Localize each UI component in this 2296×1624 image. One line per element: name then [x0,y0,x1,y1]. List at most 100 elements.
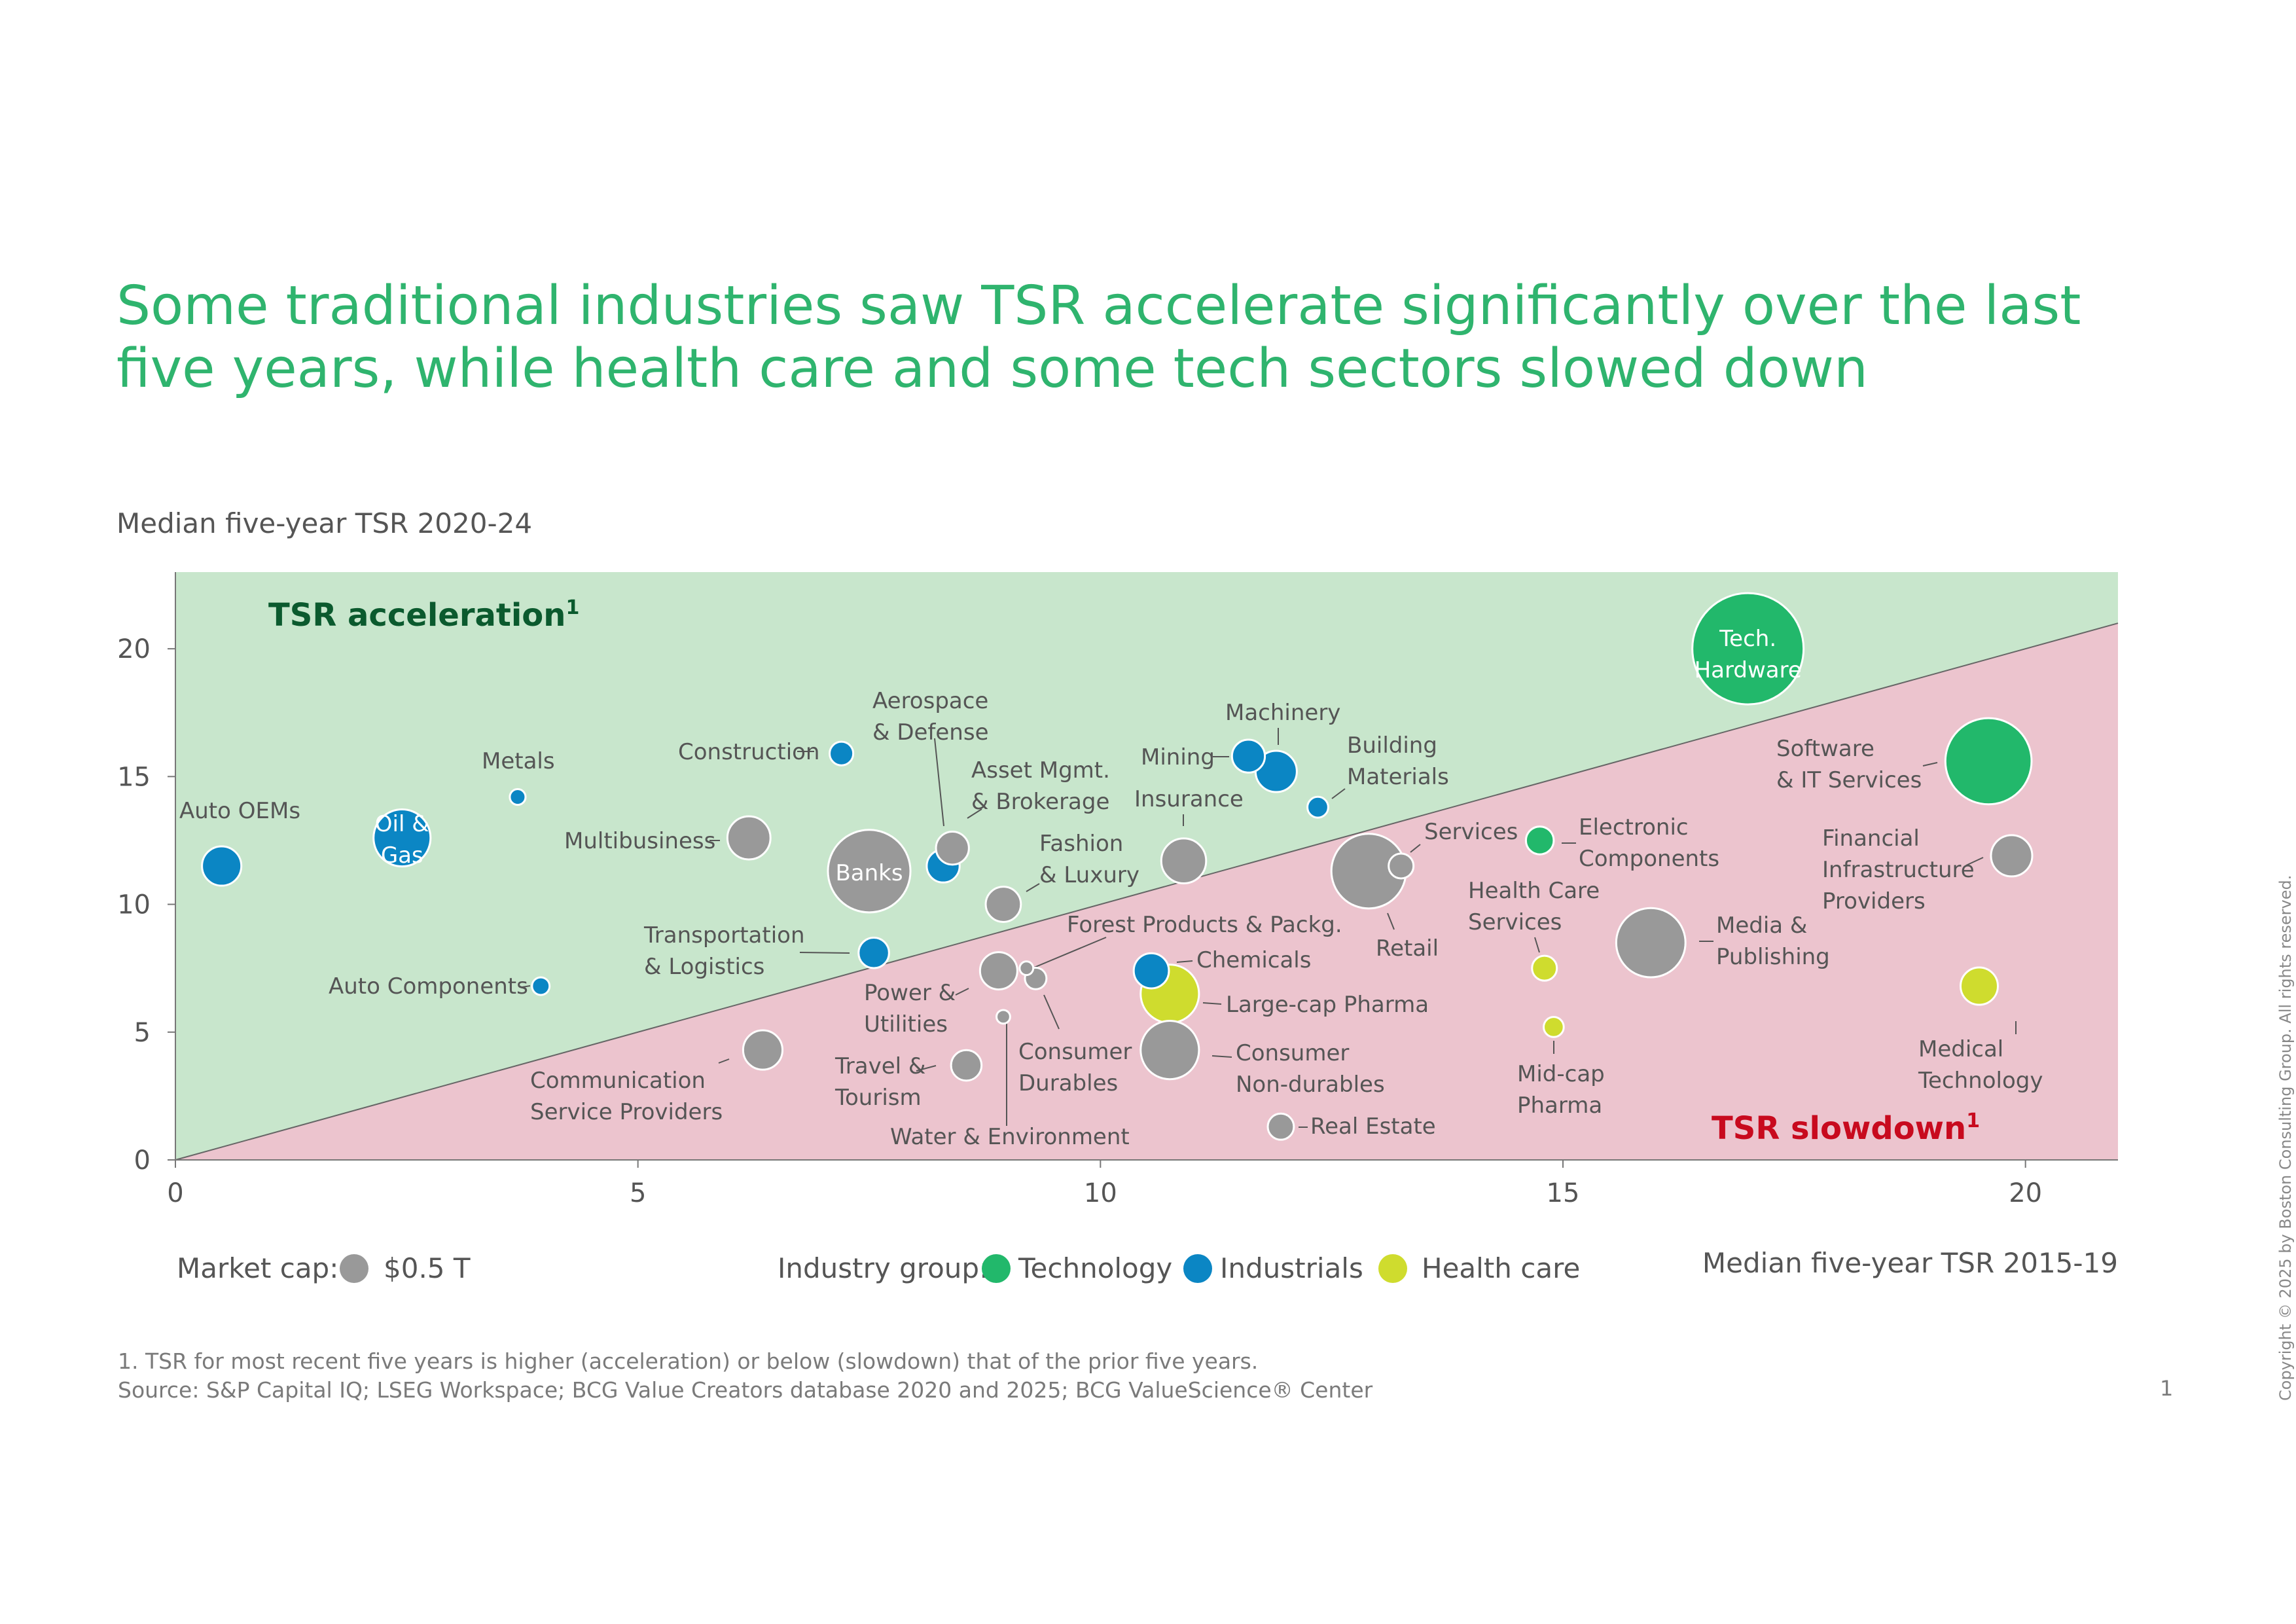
footnote-marker: 1 [565,596,579,619]
label-line: Chemicals [1196,947,1311,973]
label-travel-tourism: Travel & Tourism [834,1053,925,1111]
label-line: Communication [530,1068,706,1094]
bubble-oil-gas [372,808,432,868]
x-axis-label: Median five-year TSR 2015-19 [1702,1247,2118,1279]
label-auto-components: Auto Components [329,973,528,1000]
label-power-utilities: Power & Utilities [864,980,956,1038]
leader-line [799,952,850,954]
label-line: & Brokerage [971,789,1109,815]
label-asset-mgmt-brokerage: Asset Mgmt. & Brokerage [971,757,1110,815]
x-tick-label: 0 [167,1178,183,1208]
bubble-multibusiness [726,815,772,861]
legend-market-cap-swatch [340,1254,368,1283]
leader-line [1211,1055,1232,1058]
footnote-marker: 1 [1966,1110,1980,1132]
label-line: Pharma [1517,1092,1602,1119]
label-line: & Defense [872,719,989,746]
bubble-aerospace-defense [935,831,970,866]
label-line: Auto OEMs [179,798,300,824]
leader-line [916,1065,937,1072]
label-oil-gas: Oil & Gas [375,811,429,869]
label-financial-infrastructure-providers: Financial Infrastructure Providers [1822,825,1975,914]
label-line: & Luxury [1039,862,1139,888]
label-aerospace-defense: Aerospace & Defense [872,688,989,746]
leader-line [1202,1002,1222,1005]
leader-line [955,988,969,996]
y-tick-label: 5 [134,1018,151,1048]
label-auto-oems: Auto OEMs [179,798,300,824]
leader-line [967,808,982,819]
label-tech-hardware: Tech. Hardware [1695,626,1802,683]
label-line: Travel & [834,1053,925,1079]
label-line: Durables [1018,1070,1118,1096]
x-tick-label: 20 [2009,1178,2042,1208]
label-medical-technology: Medical Technology [1918,1036,2043,1094]
bubble-chemicals [1132,952,1170,990]
label-line: Service Providers [530,1099,723,1125]
label-line: Asset Mgmt. [971,757,1110,784]
label-line: Financial [1822,825,1920,852]
legend-industry-group-label: Industry group: [778,1252,988,1284]
label-line: Non-durables [1236,1072,1385,1098]
slowdown-label: TSR slowdown1 [1712,1110,1980,1147]
leader-line [1033,937,1107,968]
label-chemicals: Chemicals [1196,947,1311,973]
label-line: Fashion [1039,831,1123,857]
legend-industrials-swatch [1183,1254,1212,1283]
label-line: Metals [482,748,555,774]
bubble-construction [829,740,855,767]
leader-line [934,738,944,827]
legend-health_care-swatch [1378,1254,1407,1283]
label-software-it-services: Software & IT Services [1776,736,1922,793]
y-tick-label: 20 [117,634,151,664]
bubble-mid-cap-pharma [1543,1016,1565,1038]
label-line: Retail [1376,935,1439,962]
bubble-tech-hardware [1691,592,1805,706]
label-line: Construction [678,739,819,765]
label-line: Multibusiness [564,828,715,854]
label-communication-service-providers: Communication Service Providers [530,1068,723,1125]
label-line: Technology [1918,1068,2043,1094]
leader-line [1534,937,1540,953]
bubble-mining [1230,738,1266,774]
leader-line [1922,762,1938,767]
bubble-auto-oems [201,845,243,887]
label-retail: Retail [1376,935,1439,962]
bubble-electronic-components [1524,825,1555,856]
y-tick-label: 15 [117,762,151,792]
label-line: Media & [1716,912,1807,939]
legend-technology-swatch [982,1254,1011,1283]
x-tick-label: 10 [1084,1178,1117,1208]
leader-line [1176,960,1193,963]
legend-health_care-label: Health care [1422,1252,1580,1284]
bubble-communication-service-providers [742,1029,784,1071]
bubble-insurance [1160,837,1208,884]
label-line: Hardware [1695,657,1802,683]
label-line: Consumer [1236,1040,1349,1066]
label-mining: Mining [1141,744,1215,770]
leader-line [1965,857,1984,866]
legend-industrials-label: Industrials [1220,1252,1363,1284]
bubble-health-care-services [1531,954,1558,982]
label-line: Building [1347,732,1437,759]
label-line: Tourism [834,1085,922,1111]
label-line: Health Care [1468,878,1600,904]
label-line: Consumer [1018,1039,1132,1065]
x-tick-label: 5 [630,1178,646,1208]
leader-line [1387,912,1395,930]
label-banks: Banks [835,860,903,886]
slowdown-region [175,623,2118,1160]
legend-market-cap-label: Market cap: [177,1252,338,1284]
label-line: Forest Products & Packg. [1067,912,1342,938]
label-mid-cap-pharma: Mid-cap Pharma [1517,1061,1605,1119]
label-line: Mid-cap [1517,1061,1605,1087]
label-insurance: Insurance [1134,786,1244,812]
label-line: Oil & [375,811,429,837]
x-tick-label: 15 [1547,1178,1580,1208]
bubble-auto-components [531,976,551,996]
label-line: Water & Environment [890,1124,1130,1150]
y-tick-label: 10 [117,890,151,920]
label-line: Insurance [1134,786,1244,812]
legend-technology-label: Technology [1018,1252,1172,1284]
bubble-consumer-non-durables [1139,1020,1200,1081]
